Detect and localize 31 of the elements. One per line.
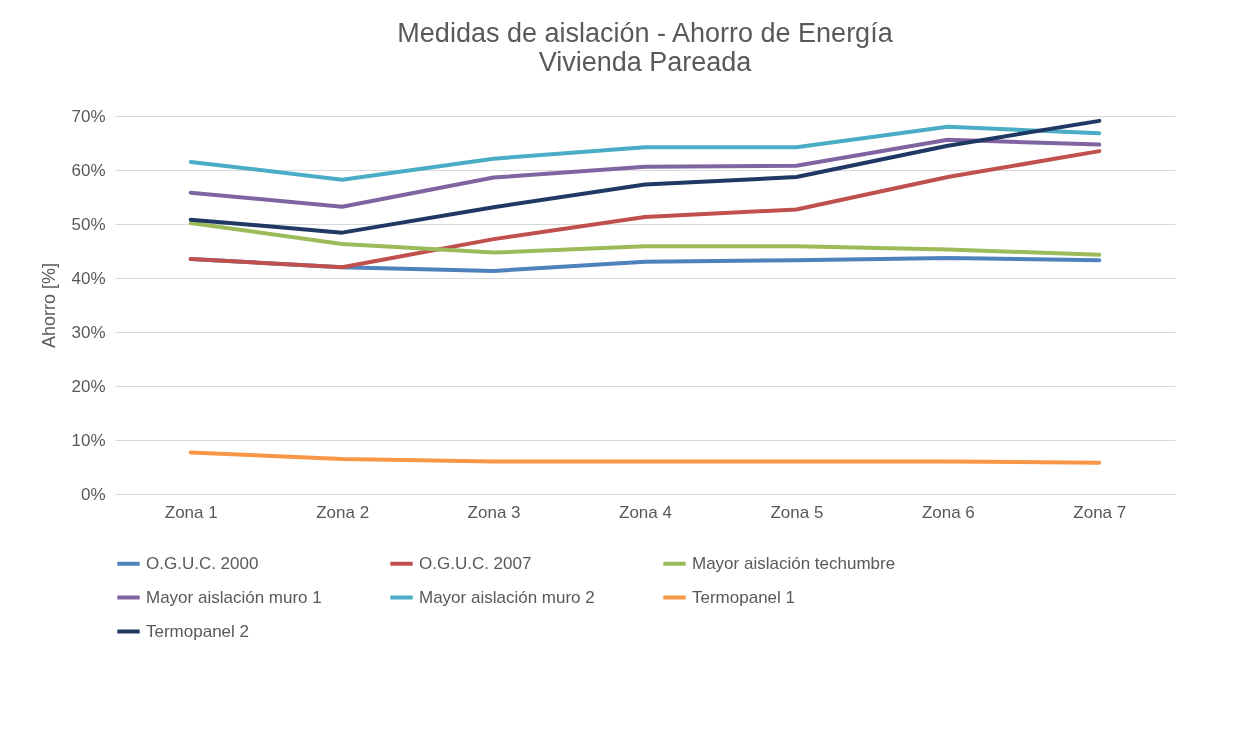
y-tick-label: 60% [71,160,106,180]
y-tick-label: 0% [80,484,106,504]
text: Vivienda Pareada [538,47,752,77]
y-tick-label: 20% [71,376,106,396]
line-series [188,118,1102,235]
y-tick-label: 30% [71,322,106,342]
line-series [188,149,1102,270]
y-axis-title: Ahorro [%] [39,262,60,349]
x-tick-label: Zona 5 [770,502,824,522]
line-series [188,220,1102,257]
y-tick-label: 70% [71,106,106,126]
x-tick-label: Zona 6 [921,502,975,522]
x-tick-label: Zona 7 [1073,502,1127,522]
x-tick-label: Zona 1 [164,502,218,522]
legend-label: Mayor aislación muro 2 [419,587,595,607]
x-tick-label: Zona 3 [467,502,521,522]
legend-label: O.G.U.C. 2007 [419,553,532,573]
line-series [188,124,1102,182]
legend-label: Mayor aislación muro 1 [146,587,322,607]
legend-label: Termopanel 2 [146,621,250,641]
y-tick-label: 40% [71,268,106,288]
legend-label: Mayor aislación techumbre [692,553,896,573]
legend-label: Termopanel 1 [692,587,796,607]
y-tick-label: 50% [71,214,106,234]
legend-label: O.G.U.C. 2000 [146,553,259,573]
y-tick-label: 10% [71,430,106,450]
x-tick-label: Zona 2 [316,502,370,522]
line-series [188,450,1102,465]
line-series [188,137,1102,209]
x-tick-label: Zona 4 [619,502,672,522]
text: Medidas de aislación - Ahorro de Energía [397,18,893,48]
